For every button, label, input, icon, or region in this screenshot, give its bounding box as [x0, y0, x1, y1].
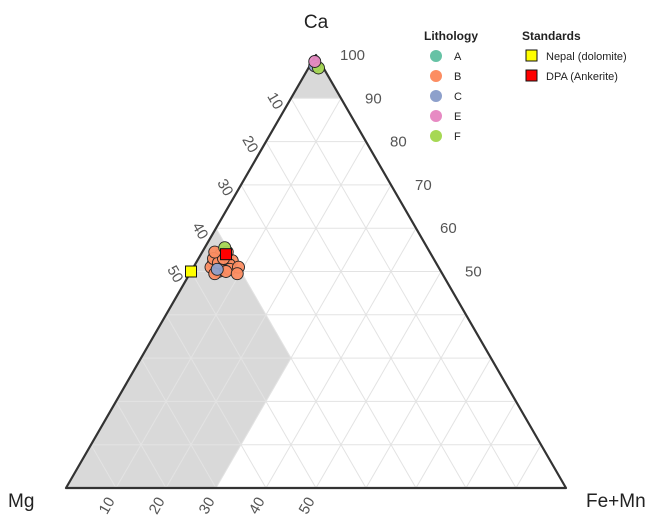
- legend-label-f: F: [454, 131, 461, 143]
- legend-label-nepal-dolomite: Nepal (dolomite): [546, 51, 627, 63]
- grid-line-fe-60: [365, 314, 467, 489]
- legend-title-lithology: Lithology: [424, 29, 478, 43]
- legend-marker-c: [430, 90, 442, 102]
- grid-lines: [90, 97, 542, 489]
- grid-line-fe-90: [515, 444, 542, 489]
- legend-label-b: B: [454, 71, 461, 83]
- legend-label-c: C: [454, 91, 462, 103]
- tick-label-right-50: 50: [465, 264, 482, 281]
- tick-label-bottom-40: 40: [246, 494, 269, 515]
- tick-label-ca-30: 30: [213, 176, 236, 199]
- tick-label-right-70: 70: [415, 177, 432, 194]
- legend-label-a: A: [454, 51, 462, 63]
- tick-label-ca-20: 20: [238, 133, 261, 156]
- grid-line-mg-60: [165, 314, 267, 489]
- tick-label-right-60: 60: [440, 220, 457, 237]
- tick-label-ca-10: 10: [263, 90, 286, 113]
- tick-label-bottom-30: 30: [196, 494, 219, 515]
- tick-label-ca-40: 40: [188, 219, 211, 242]
- tick-label-bottom-10: 10: [96, 494, 119, 515]
- tick-label-right-80: 80: [390, 134, 407, 151]
- grid-line-mg-10: [290, 98, 517, 489]
- point-dpa-ankerite-0: [220, 248, 232, 261]
- data-points: [185, 55, 325, 281]
- grid-line-mg-80: [115, 401, 167, 489]
- legend-label-e: E: [454, 111, 461, 123]
- tick-label-bottom-50: 50: [296, 494, 319, 515]
- tick-label-bottom-20: 20: [146, 494, 169, 515]
- point-e-0: [308, 55, 322, 68]
- grid-line-fe-30: [215, 184, 392, 489]
- vertex-label-fe-mn: Fe+Mn: [586, 491, 646, 512]
- grid-line-fe-80: [465, 401, 517, 489]
- legend-marker-a: [430, 50, 442, 62]
- legend-label-dpa-ankerite: DPA (Ankerite): [546, 71, 618, 83]
- legend-marker-nepal-dolomite: [525, 49, 538, 62]
- grid-line-fe-70: [415, 357, 492, 489]
- tick-label-ca-50: 50: [163, 263, 186, 286]
- grid-line-fe-10: [115, 98, 342, 489]
- vertex-label-mg: Mg: [8, 491, 34, 512]
- tick-label-right-90: 90: [365, 90, 382, 107]
- point-c-1: [210, 262, 224, 276]
- grid-line-fe-50: [315, 271, 442, 489]
- legend-marker-b: [430, 70, 442, 82]
- vertex-label-ca: Ca: [304, 12, 329, 33]
- legend-title-standards: Standards: [522, 29, 581, 43]
- legend-marker-f: [430, 130, 442, 142]
- grid-line-mg-50: [190, 271, 317, 489]
- point-b-20: [230, 267, 244, 281]
- grid-line-mg-70: [140, 357, 217, 489]
- legend-marker-e: [430, 110, 442, 122]
- point-nepal-dolomite-0: [185, 265, 197, 278]
- tick-label-right-100: 100: [340, 47, 365, 64]
- legend-marker-dpa-ankerite: [525, 69, 538, 82]
- shade-ca-region: [291, 55, 341, 99]
- grid-line-mg-30: [240, 184, 417, 489]
- grid-line-mg-90: [90, 444, 117, 489]
